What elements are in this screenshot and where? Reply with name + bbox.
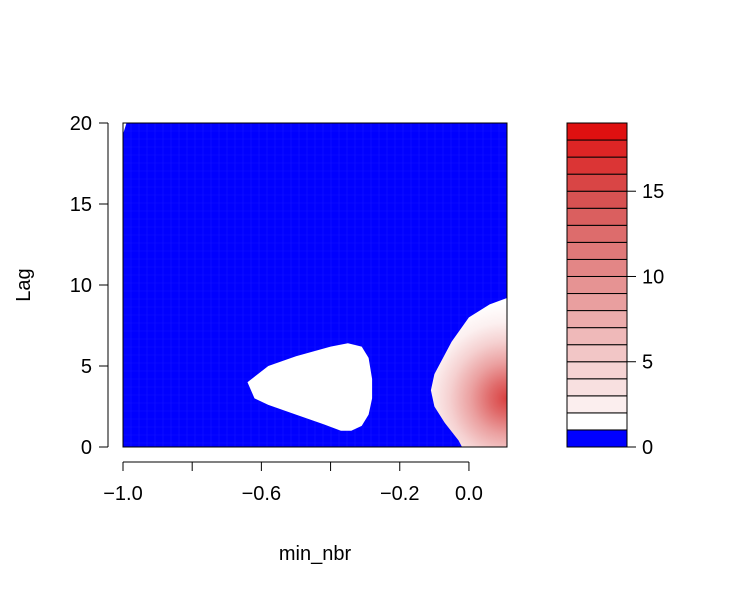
plot-frame <box>122 122 508 448</box>
colorbar-swatch <box>566 293 628 312</box>
y-axis: 0 5 10 15 20 <box>70 113 109 459</box>
y-tick-label: 20 <box>70 113 92 135</box>
colorbar-swatch <box>566 156 628 175</box>
y-tick-label: 15 <box>70 194 92 216</box>
colorbar-swatch <box>566 327 628 346</box>
contour-regions <box>123 123 507 447</box>
contour-region-red-gradient-region <box>430 298 507 447</box>
y-axis-title: Lag <box>13 268 35 301</box>
x-tick-label: −1.0 <box>103 483 142 505</box>
colorbar-tick-label: 15 <box>642 181 664 203</box>
colorbar-swatch <box>566 241 628 260</box>
colorbar-swatch <box>566 310 628 329</box>
colorbar-swatch <box>566 173 628 192</box>
colorbar-swatch <box>566 395 628 414</box>
colorbar-swatch <box>566 412 628 431</box>
colorbar-swatch <box>566 275 628 295</box>
contour-region-white-island <box>247 343 373 431</box>
x-tick-label: −0.2 <box>380 483 419 505</box>
contour-region-white-corner <box>123 123 127 135</box>
colorbar-swatch <box>566 378 628 397</box>
colorbar-swatch <box>566 429 628 448</box>
colorbar-swatch <box>566 361 628 380</box>
colorbar-frame <box>566 122 628 448</box>
x-tick-label: −0.6 <box>242 483 281 505</box>
colorbar-swatch <box>566 139 628 158</box>
x-axis-title: min_nbr <box>279 543 352 565</box>
colorbar-swatch <box>566 224 628 243</box>
y-tick-label: 10 <box>70 275 92 297</box>
colorbar-swatch <box>566 207 628 226</box>
colorbar-tick-label: 5 <box>642 352 653 374</box>
colorbar-legend: 0 5 10 15 <box>566 122 664 459</box>
colorbar-swatch <box>566 258 628 277</box>
x-tick-label: 0.0 <box>455 483 483 505</box>
y-tick-label: 5 <box>81 356 92 378</box>
x-axis: −1.0 −0.6 −0.2 0.0 <box>103 461 483 505</box>
colorbar-swatch <box>566 344 628 363</box>
colorbar-tick-label: 0 <box>642 437 653 459</box>
y-tick-label: 0 <box>81 437 92 459</box>
plot-area <box>123 123 507 447</box>
colorbar-swatch <box>566 190 628 209</box>
colorbar-tick-label: 10 <box>642 266 664 288</box>
colorbar-swatch <box>566 122 628 141</box>
